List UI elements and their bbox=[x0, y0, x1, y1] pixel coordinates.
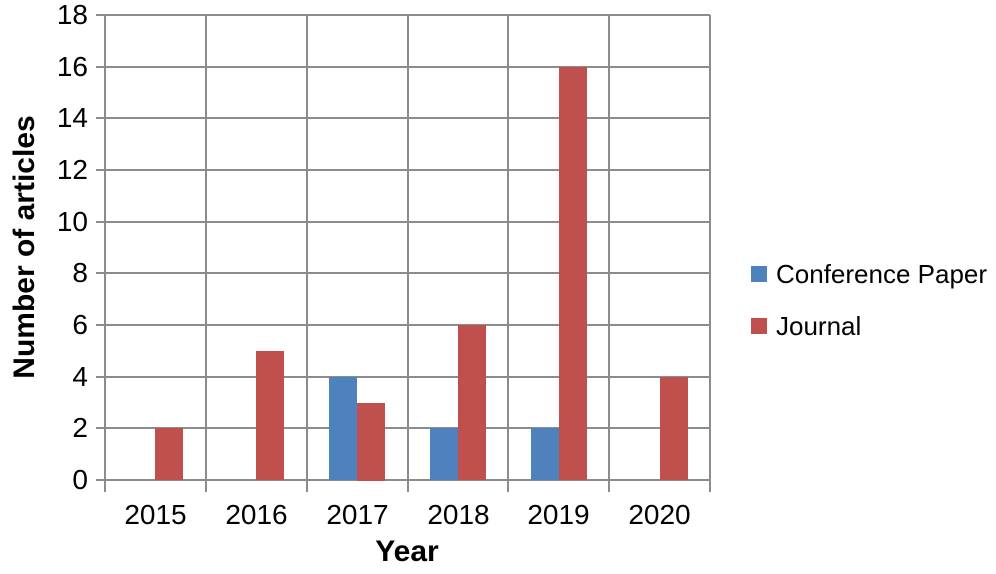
y-tick-label-14: 14 bbox=[56, 102, 88, 133]
y-tick-label-8: 8 bbox=[72, 257, 88, 288]
gridline-vertical-5 bbox=[608, 15, 610, 492]
legend-label-conference-paper: Conference Paper bbox=[776, 259, 988, 289]
x-tick-label-2020: 2020 bbox=[628, 499, 691, 530]
gridline-vertical-3 bbox=[407, 15, 409, 492]
x-tick-label-2016: 2016 bbox=[225, 499, 288, 530]
legend-item-conference-paper: Conference Paper bbox=[751, 259, 987, 289]
bar-conference-paper-2018 bbox=[430, 428, 458, 480]
legend: Conference Paper Journal bbox=[751, 259, 987, 341]
gridline-horizontal-8 bbox=[96, 272, 710, 274]
x-tick-label-2019: 2019 bbox=[527, 499, 590, 530]
y-tick-label-12: 12 bbox=[56, 154, 88, 185]
gridline-horizontal-18 bbox=[96, 14, 710, 16]
gridline-horizontal-10 bbox=[96, 221, 710, 223]
bar-journal-2015 bbox=[155, 428, 183, 480]
bar-conference-paper-2017 bbox=[329, 377, 357, 480]
bar-conference-paper-2019 bbox=[531, 428, 559, 480]
bar-journal-2019 bbox=[559, 67, 587, 480]
gridline-vertical-4 bbox=[507, 15, 509, 492]
gridline-horizontal-16 bbox=[96, 66, 710, 68]
gridline-horizontal-6 bbox=[96, 324, 710, 326]
gridline-horizontal-2 bbox=[96, 427, 710, 429]
y-tick-label-6: 6 bbox=[72, 309, 88, 340]
x-tick-label-2015: 2015 bbox=[124, 499, 187, 530]
plot-area bbox=[96, 14, 711, 492]
legend-swatch-journal bbox=[751, 318, 767, 334]
gridline-horizontal-0 bbox=[96, 479, 710, 481]
gridline-vertical-6 bbox=[709, 15, 711, 492]
bar-journal-2016 bbox=[256, 351, 284, 480]
gridline-vertical-2 bbox=[306, 15, 308, 492]
bar-journal-2018 bbox=[458, 325, 486, 480]
x-axis-title: Year bbox=[375, 535, 439, 568]
y-tick-label-16: 16 bbox=[56, 51, 88, 82]
bar-journal-2017 bbox=[357, 403, 385, 481]
gridline-horizontal-4 bbox=[96, 376, 710, 378]
gridline-horizontal-12 bbox=[96, 169, 710, 171]
legend-item-journal: Journal bbox=[751, 311, 987, 341]
y-tick-label-18: 18 bbox=[56, 0, 88, 30]
gridline-vertical-0 bbox=[104, 15, 106, 492]
legend-swatch-conference-paper bbox=[751, 266, 767, 282]
bar-journal-2020 bbox=[660, 377, 688, 480]
gridline-horizontal-14 bbox=[96, 117, 710, 119]
gridline-vertical-1 bbox=[205, 15, 207, 492]
y-tick-label-0: 0 bbox=[72, 464, 88, 495]
y-tick-label-2: 2 bbox=[72, 412, 88, 443]
x-tick-label-2018: 2018 bbox=[427, 499, 490, 530]
y-tick-label-10: 10 bbox=[56, 206, 88, 237]
x-tick-label-2017: 2017 bbox=[326, 499, 389, 530]
legend-label-journal: Journal bbox=[776, 311, 862, 341]
y-tick-label-4: 4 bbox=[72, 361, 88, 392]
